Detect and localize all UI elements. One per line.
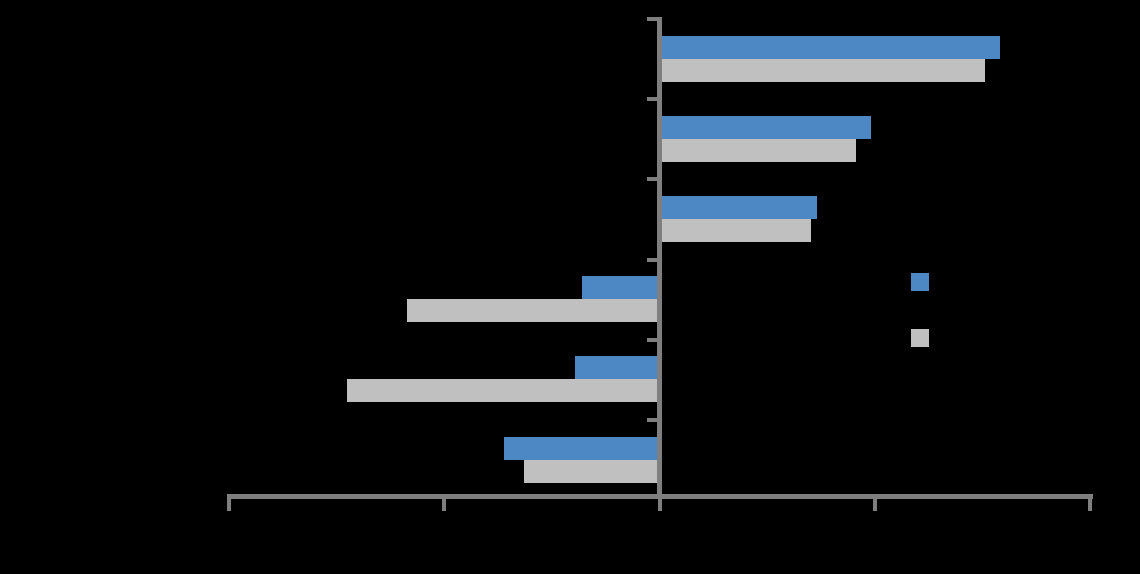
x-axis-tick — [442, 494, 447, 511]
bar-series-2-gray-group6 — [523, 459, 662, 483]
legend-swatch-series-2-gray — [911, 329, 929, 347]
y-axis-tick — [647, 97, 660, 102]
bar-series-1-blue-group1 — [659, 35, 1001, 59]
y-axis-tick — [647, 177, 660, 182]
bar-series-1-blue-group3 — [659, 196, 818, 219]
x-axis-tick — [872, 494, 877, 511]
x-axis-tick — [226, 494, 231, 511]
y-axis-tick — [647, 257, 660, 262]
bar-series-2-gray-group1 — [659, 58, 986, 82]
bar-series-1-blue-group4 — [581, 276, 662, 300]
bar-series-1-blue-group5 — [575, 356, 662, 380]
legend-swatch-series-1-blue — [911, 273, 929, 291]
x-axis-tick — [657, 494, 662, 511]
y-axis-tick — [647, 17, 660, 21]
bar-series-1-blue-group6 — [504, 436, 662, 460]
y-axis-line — [657, 17, 662, 498]
y-axis-tick — [647, 337, 660, 342]
bar-series-2-gray-group4 — [407, 299, 662, 323]
bar-series-2-gray-group2 — [659, 138, 856, 162]
bar-series-1-blue-group2 — [659, 115, 871, 139]
y-axis-tick — [647, 418, 660, 422]
bar-series-2-gray-group3 — [659, 219, 811, 242]
bar-series-2-gray-group5 — [347, 379, 662, 403]
x-axis-tick — [1088, 494, 1093, 511]
